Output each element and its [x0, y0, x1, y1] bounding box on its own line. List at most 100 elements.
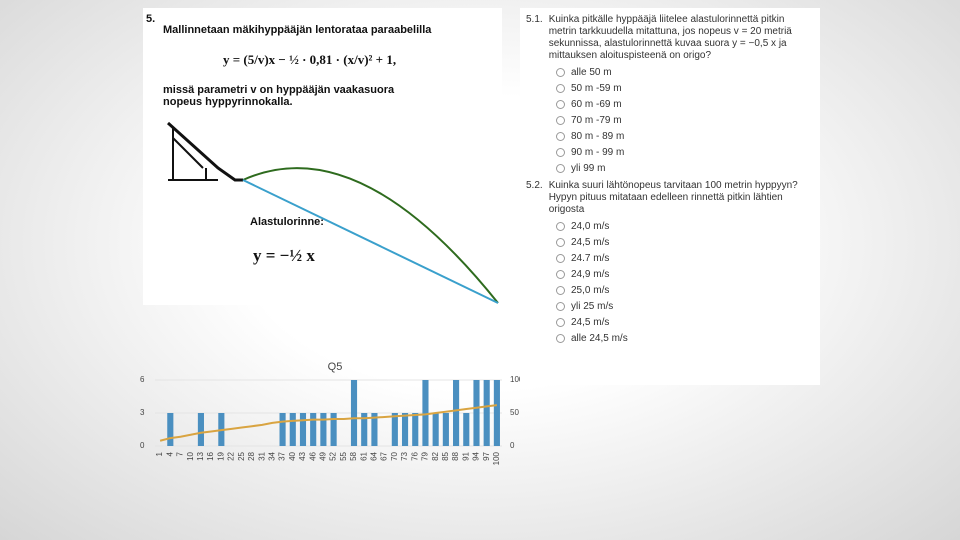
- bar: [453, 380, 460, 446]
- y2-tick-label: 50: [510, 408, 519, 417]
- radio[interactable]: [556, 270, 565, 279]
- x-tick-label: 61: [359, 451, 368, 460]
- x-tick-label: 43: [298, 451, 307, 460]
- radio[interactable]: [556, 148, 565, 157]
- option[interactable]: alle 50 m: [556, 67, 814, 78]
- x-tick-label: 34: [267, 451, 276, 460]
- option[interactable]: yli 25 m/s: [556, 301, 814, 312]
- option-label: 24,5 m/s: [571, 317, 610, 328]
- option[interactable]: 24,0 m/s: [556, 221, 814, 232]
- option-label: 24.7 m/s: [571, 253, 610, 264]
- option[interactable]: 70 m -79 m: [556, 115, 814, 126]
- option[interactable]: 60 m -69 m: [556, 99, 814, 110]
- bar: [473, 380, 480, 446]
- bar: [310, 413, 317, 446]
- option[interactable]: 24,9 m/s: [556, 269, 814, 280]
- option-label: 90 m - 99 m: [571, 147, 625, 158]
- bar: [197, 413, 204, 446]
- radio[interactable]: [556, 302, 565, 311]
- bar: [279, 413, 286, 446]
- bar: [483, 380, 490, 446]
- y-tick-label: 0: [140, 441, 145, 450]
- radio[interactable]: [556, 68, 565, 77]
- radio[interactable]: [556, 100, 565, 109]
- x-tick-label: 64: [370, 451, 379, 460]
- option[interactable]: alle 24,5 m/s: [556, 333, 814, 344]
- option-label: 25,0 m/s: [571, 285, 610, 296]
- radio[interactable]: [556, 222, 565, 231]
- bar: [361, 413, 368, 446]
- x-tick-label: 40: [288, 451, 297, 460]
- x-tick-label: 58: [349, 451, 358, 460]
- x-tick-label: 100: [492, 451, 501, 465]
- radio[interactable]: [556, 84, 565, 93]
- x-tick-label: 10: [186, 451, 195, 460]
- option-label: alle 24,5 m/s: [571, 333, 628, 344]
- radio[interactable]: [556, 132, 565, 141]
- option[interactable]: 24,5 m/s: [556, 317, 814, 328]
- bar: [167, 413, 174, 446]
- option[interactable]: yli 99 m: [556, 163, 814, 174]
- x-tick-label: 91: [461, 451, 470, 460]
- x-tick-label: 16: [206, 451, 215, 460]
- option-label: 80 m - 89 m: [571, 131, 625, 142]
- option-label: 24,0 m/s: [571, 221, 610, 232]
- question-text: 5.1. Kuinka pitkälle hyppääjä liitelee al…: [526, 14, 814, 62]
- question: 5.1. Kuinka pitkälle hyppääjä liitelee al…: [526, 14, 814, 174]
- question-number: 5.1.: [526, 14, 543, 25]
- x-tick-label: 1: [155, 451, 164, 456]
- option[interactable]: 50 m -59 m: [556, 83, 814, 94]
- bar: [432, 413, 439, 446]
- radio[interactable]: [556, 286, 565, 295]
- x-tick-label: 28: [247, 451, 256, 460]
- option[interactable]: 90 m - 99 m: [556, 147, 814, 158]
- radio[interactable]: [556, 116, 565, 125]
- x-tick-label: 94: [472, 451, 481, 460]
- bar: [422, 380, 429, 446]
- x-tick-label: 76: [410, 451, 419, 460]
- quiz: 5.1. Kuinka pitkälle hyppääjä liitelee al…: [520, 8, 820, 385]
- radio[interactable]: [556, 334, 565, 343]
- x-tick-label: 55: [339, 451, 348, 460]
- option[interactable]: 25,0 m/s: [556, 285, 814, 296]
- bar: [350, 380, 358, 446]
- x-tick-label: 37: [278, 451, 287, 460]
- x-tick-label: 88: [451, 451, 460, 460]
- x-tick-label: 67: [380, 451, 389, 460]
- explanation: missä parametri v on hyppääjän vaakasuor…: [163, 84, 395, 108]
- question-body: Kuinka pitkälle hyppääjä liitelee alastu…: [548, 14, 792, 61]
- radio[interactable]: [556, 238, 565, 247]
- option-label: 70 m -79 m: [571, 115, 622, 126]
- option-label: yli 25 m/s: [571, 301, 614, 312]
- option[interactable]: 80 m - 89 m: [556, 131, 814, 142]
- radio[interactable]: [556, 164, 565, 173]
- bar: [463, 413, 470, 446]
- option-label: alle 50 m: [571, 67, 612, 78]
- bar: [442, 413, 449, 446]
- question-body: Kuinka suuri lähtönopeus tarvitaan 100 m…: [548, 180, 798, 215]
- radio[interactable]: [556, 318, 565, 327]
- slope-equation: y = −½ x: [253, 246, 315, 265]
- x-tick-label: 19: [216, 451, 225, 460]
- radio[interactable]: [556, 254, 565, 263]
- slope-label: Alastulorinne:: [250, 216, 324, 228]
- bar: [299, 413, 307, 446]
- option-label: 24,5 m/s: [571, 237, 610, 248]
- bar: [391, 413, 398, 446]
- option[interactable]: 24.7 m/s: [556, 253, 814, 264]
- x-tick-label: 31: [257, 451, 266, 460]
- bar: [330, 413, 337, 446]
- problem-card: 5. Mallinnetaan mäkihyppääjän lentorataa…: [143, 8, 502, 305]
- option[interactable]: 24,5 m/s: [556, 237, 814, 248]
- problem-intro: Mallinnetaan mäkihyppääjän lentorataa pa…: [163, 24, 432, 36]
- x-tick-label: 73: [400, 451, 409, 460]
- bar: [412, 413, 419, 446]
- x-tick-label: 97: [482, 451, 491, 460]
- x-tick-label: 13: [196, 451, 205, 460]
- bar: [320, 413, 327, 446]
- x-tick-label: 7: [176, 451, 185, 456]
- x-tick-label: 22: [227, 451, 236, 460]
- bar: [371, 413, 378, 446]
- option-label: yli 99 m: [571, 163, 606, 174]
